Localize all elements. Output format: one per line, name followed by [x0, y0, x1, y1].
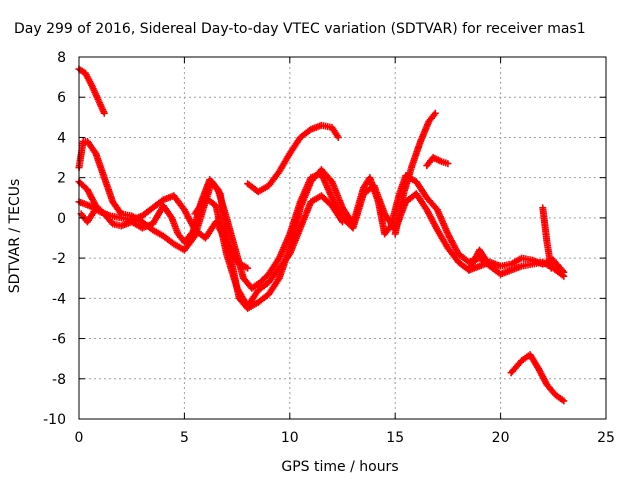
- series-track-6: [244, 121, 342, 196]
- series-track-5: [191, 192, 346, 310]
- series-track-12: [77, 208, 98, 226]
- axis-ticks: 0 5 10 15 20 25 -10 -8 -6 -4 -2 0 2 4 6 8: [43, 50, 615, 446]
- point-track-3-470: [560, 268, 568, 276]
- x-tick-label-1: 5: [180, 430, 189, 446]
- data-marks: [75, 65, 568, 405]
- y-tick-label-0: -10: [43, 412, 66, 428]
- point-track-10-33: [547, 264, 555, 272]
- x-tick-label-3: 15: [386, 430, 404, 446]
- series-track-8: [423, 154, 452, 170]
- y-tick-label-1: -8: [52, 372, 66, 388]
- point-track-3-469: [559, 267, 567, 275]
- point-track-4-122: [244, 264, 252, 272]
- point-track-6-67: [334, 133, 342, 141]
- series-track-10: [539, 204, 555, 272]
- point-track-1-27: [100, 109, 108, 117]
- point-track-9-22: [486, 262, 494, 270]
- y-axis-label: SDTVAR / TECUs: [7, 179, 23, 294]
- y-tick-label-5: 0: [57, 211, 66, 227]
- series-track-1: [75, 65, 108, 117]
- point-track-7-69: [431, 109, 439, 117]
- x-tick-label-4: 20: [492, 430, 510, 446]
- y-tick-label-6: 2: [57, 171, 66, 187]
- series-track-9: [465, 246, 494, 274]
- y-tick-label-7: 4: [57, 130, 66, 146]
- x-tick-label-0: 0: [75, 430, 84, 446]
- chart-title: Day 299 of 2016, Sidereal Day-to-day VTE…: [14, 21, 586, 37]
- point-track-12-11: [90, 208, 98, 216]
- y-tick-label-2: -6: [52, 332, 66, 348]
- y-tick-label-8: 6: [57, 90, 66, 106]
- series-track-11: [507, 351, 568, 405]
- plot-frame: [78, 56, 607, 420]
- series-track-7: [391, 109, 439, 238]
- point-track-11-44: [560, 397, 568, 405]
- y-tick-label-3: -4: [52, 291, 66, 307]
- x-axis-label: GPS time / hours: [281, 459, 398, 475]
- x-tick-label-5: 25: [597, 430, 615, 446]
- point-track-5-163: [339, 218, 346, 226]
- x-tick-label-2: 10: [281, 430, 299, 446]
- y-tick-label-9: 8: [57, 50, 66, 66]
- point-track-8-13: [444, 160, 452, 168]
- y-tick-label-4: -2: [52, 251, 66, 267]
